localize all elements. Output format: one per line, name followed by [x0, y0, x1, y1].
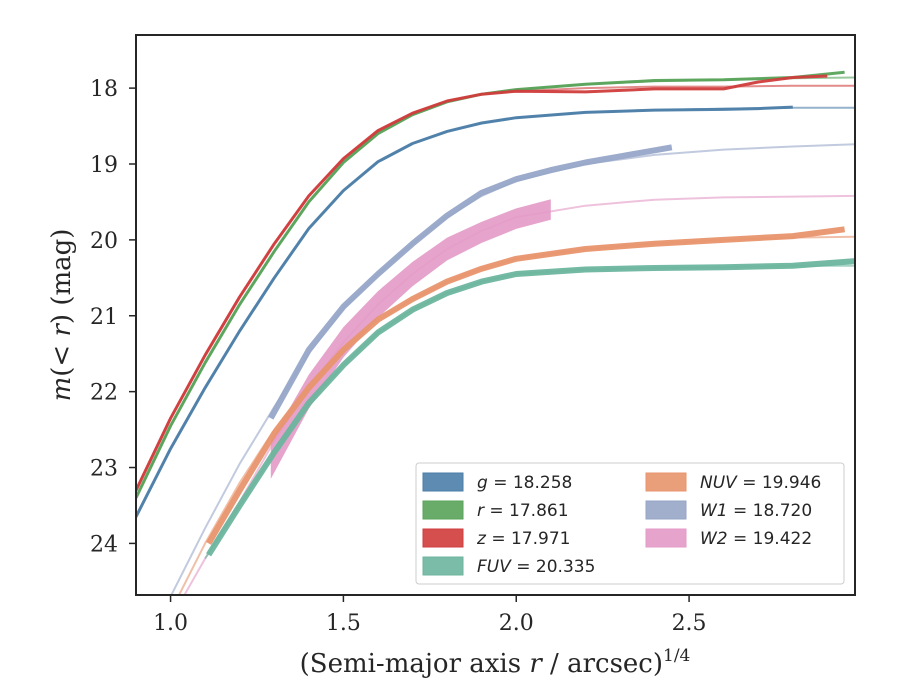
- legend-swatch: [422, 500, 464, 520]
- y-tick-label: 18: [90, 77, 118, 102]
- x-tick-label: 2.5: [672, 611, 707, 636]
- legend-item-W1: W1 = 18.720: [645, 500, 812, 521]
- legend-item-FUV: FUV = 20.335: [422, 556, 595, 577]
- x-tick-label: 1.0: [153, 611, 188, 636]
- legend-swatch: [645, 528, 687, 548]
- legend-label: r = 17.861: [477, 501, 569, 521]
- legend-swatch: [645, 500, 687, 520]
- y-tick-label: 22: [90, 381, 118, 406]
- legend-label: W1 = 18.720: [700, 501, 812, 521]
- y-tick-label: 23: [90, 457, 118, 482]
- x-tick-label: 1.5: [326, 611, 361, 636]
- series-layer: [136, 70, 855, 595]
- legend-swatch: [645, 472, 687, 492]
- legend-swatch: [422, 556, 464, 576]
- x-axis: 1.0 1.5 2.0 2.5: [153, 595, 707, 636]
- legend-box: [415, 462, 845, 585]
- x-axis-label: (Semi-major axis r / arcsec)1/4: [300, 646, 691, 679]
- legend-label: W2 = 19.422: [700, 529, 812, 549]
- legend-label: NUV = 19.946: [700, 473, 821, 493]
- plot-frame: [135, 34, 856, 596]
- y-axis: 18 19 20 21 22 23 24: [90, 77, 136, 557]
- legend-label: FUV = 20.335: [477, 557, 595, 577]
- y-tick-label: 24: [90, 532, 118, 557]
- y-tick-label: 19: [90, 153, 118, 178]
- y-tick-label: 20: [90, 229, 118, 254]
- y-tick-label: 21: [90, 305, 118, 330]
- data-line-FUV: [206, 258, 855, 557]
- legend-item-r: r = 17.861: [422, 500, 569, 521]
- data-line-g: [136, 105, 793, 518]
- legend-swatch: [422, 528, 464, 548]
- y-axis-label: m(< r) (mag): [47, 229, 77, 402]
- legend: g = 18.258 r = 17.861 z = 17.971 FUV = 20.3…: [415, 462, 845, 585]
- legend-item-g: g = 18.258: [422, 472, 572, 493]
- x-tick-label: 2.0: [499, 611, 534, 636]
- data-line-NUV: [206, 226, 845, 545]
- data-line-W1: [268, 144, 673, 420]
- legend-swatch: [422, 472, 464, 492]
- legend-label: g = 18.258: [477, 473, 572, 493]
- legend-item-W2: W2 = 19.422: [645, 528, 812, 549]
- legend-label: z = 17.971: [476, 529, 570, 549]
- data-line-z: [136, 74, 828, 491]
- legend-item-z: z = 17.971: [422, 528, 570, 549]
- legend-item-NUV: NUV = 19.946: [645, 472, 821, 493]
